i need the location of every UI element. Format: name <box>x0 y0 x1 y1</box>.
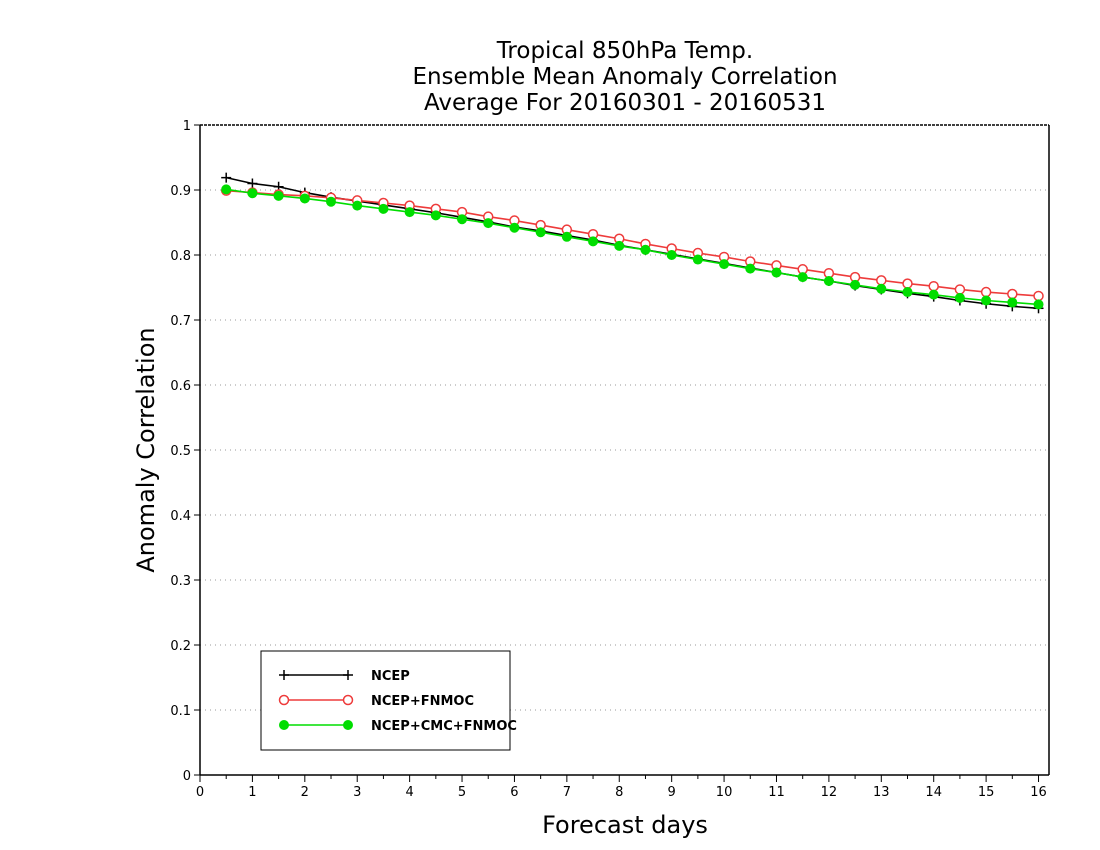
x-tick-label: 0 <box>196 785 204 800</box>
legend: NCEP NCEP+FNMOC NCEP+CMC+FNMOC <box>260 650 517 751</box>
x-tick-label: 14 <box>925 785 942 800</box>
y-axis-label: Anomaly Correlation <box>132 327 160 572</box>
series-point <box>797 272 808 283</box>
series-point <box>299 193 310 204</box>
series-point <box>247 188 258 199</box>
chart-title-line-3: Average For 20160301 - 20160531 <box>424 90 826 116</box>
series-point <box>850 279 861 290</box>
legend-label: NCEP+CMC+FNMOC <box>371 719 517 734</box>
series-point <box>457 214 468 225</box>
x-tick-label: 16 <box>1030 785 1047 800</box>
series-point <box>1007 297 1018 308</box>
x-tick-label: 10 <box>716 785 733 800</box>
series-point <box>928 280 939 292</box>
y-tick-label: 0.4 <box>170 509 191 524</box>
x-tick-label: 8 <box>615 785 623 800</box>
x-tick-label: 2 <box>301 785 309 800</box>
y-tick-label: 0 <box>183 769 191 784</box>
series-point <box>279 720 289 730</box>
series-point <box>666 250 677 260</box>
series-point <box>278 694 290 706</box>
series-point <box>954 284 966 295</box>
x-tick-label: 4 <box>405 785 413 800</box>
series-point <box>902 278 913 289</box>
legend-label: NCEP+FNMOC <box>371 694 474 709</box>
series-point <box>342 694 354 706</box>
series-point <box>902 287 913 298</box>
series-point <box>1033 290 1044 302</box>
series-point <box>876 275 887 286</box>
series-point <box>1033 299 1044 310</box>
series-point <box>981 295 992 306</box>
legend-item: NCEP+CMC+FNMOC <box>279 719 517 734</box>
series-point <box>221 184 232 195</box>
series-point <box>719 259 730 270</box>
legend-item: NCEP <box>279 669 410 684</box>
series-point <box>352 200 363 211</box>
x-tick-label: 5 <box>458 785 466 800</box>
x-tick-label: 1 <box>248 785 256 800</box>
series-point <box>928 289 939 300</box>
series-point <box>823 276 834 286</box>
y-tick-label: 1 <box>183 119 191 134</box>
series-point <box>535 227 546 238</box>
series-point <box>954 292 965 303</box>
legend-label: NCEP <box>371 669 410 684</box>
x-tick-label: 6 <box>510 785 518 800</box>
series-point <box>640 244 651 255</box>
series-point <box>980 286 992 298</box>
y-tick-label: 0.9 <box>170 184 191 199</box>
series-point <box>509 222 520 233</box>
axes: 00.10.20.30.40.50.60.70.80.910 1 2 3 4 5 6 7 8 9 1… <box>170 119 1050 800</box>
x-tick-label: 9 <box>668 785 676 800</box>
series-point <box>247 178 258 189</box>
y-tick-label: 0.5 <box>170 444 191 459</box>
series-point <box>279 670 289 680</box>
x-tick-label: 12 <box>821 785 838 800</box>
x-tick-label: 11 <box>768 785 785 800</box>
x-tick-label: 7 <box>563 785 571 800</box>
y-tick-label: 0.8 <box>170 249 191 264</box>
y-tick-label: 0.1 <box>170 704 191 719</box>
series-line <box>226 176 1039 310</box>
series-point <box>483 218 494 229</box>
series-point <box>771 267 782 278</box>
series-point <box>876 283 887 294</box>
y-tick-label: 0.7 <box>170 314 191 329</box>
x-tick-label: 15 <box>978 785 995 800</box>
y-tick-label: 0.2 <box>170 639 191 654</box>
series-ncep-cmc-fnmoc <box>221 184 1044 310</box>
series-point <box>614 240 625 251</box>
series-point <box>1007 288 1018 300</box>
series-point <box>221 172 232 183</box>
x-axis-label: Forecast days <box>542 811 708 839</box>
series-point <box>404 207 415 218</box>
series-point <box>430 210 441 221</box>
chart-title-line-1: Tropical 850hPa Temp. <box>496 38 753 64</box>
series-line <box>226 189 1039 297</box>
series-point <box>745 263 756 274</box>
series-point <box>273 190 284 201</box>
series-point <box>561 231 572 242</box>
series-point <box>692 254 703 265</box>
series-layer <box>220 172 1044 314</box>
chart-title-line-2: Ensemble Mean Anomaly Correlation <box>412 64 837 90</box>
series-point <box>326 196 337 207</box>
legend-item: NCEP+FNMOC <box>278 694 474 709</box>
y-tick-label: 0.3 <box>170 574 191 589</box>
y-tick-label: 0.6 <box>170 379 191 394</box>
x-tick-label: 13 <box>873 785 890 800</box>
series-point <box>588 236 599 247</box>
series-point <box>378 203 389 214</box>
x-tick-label: 3 <box>353 785 361 800</box>
series-ncep <box>221 172 1044 314</box>
series-point <box>343 670 353 680</box>
series-point <box>343 720 353 730</box>
gridlines <box>200 189 1049 711</box>
